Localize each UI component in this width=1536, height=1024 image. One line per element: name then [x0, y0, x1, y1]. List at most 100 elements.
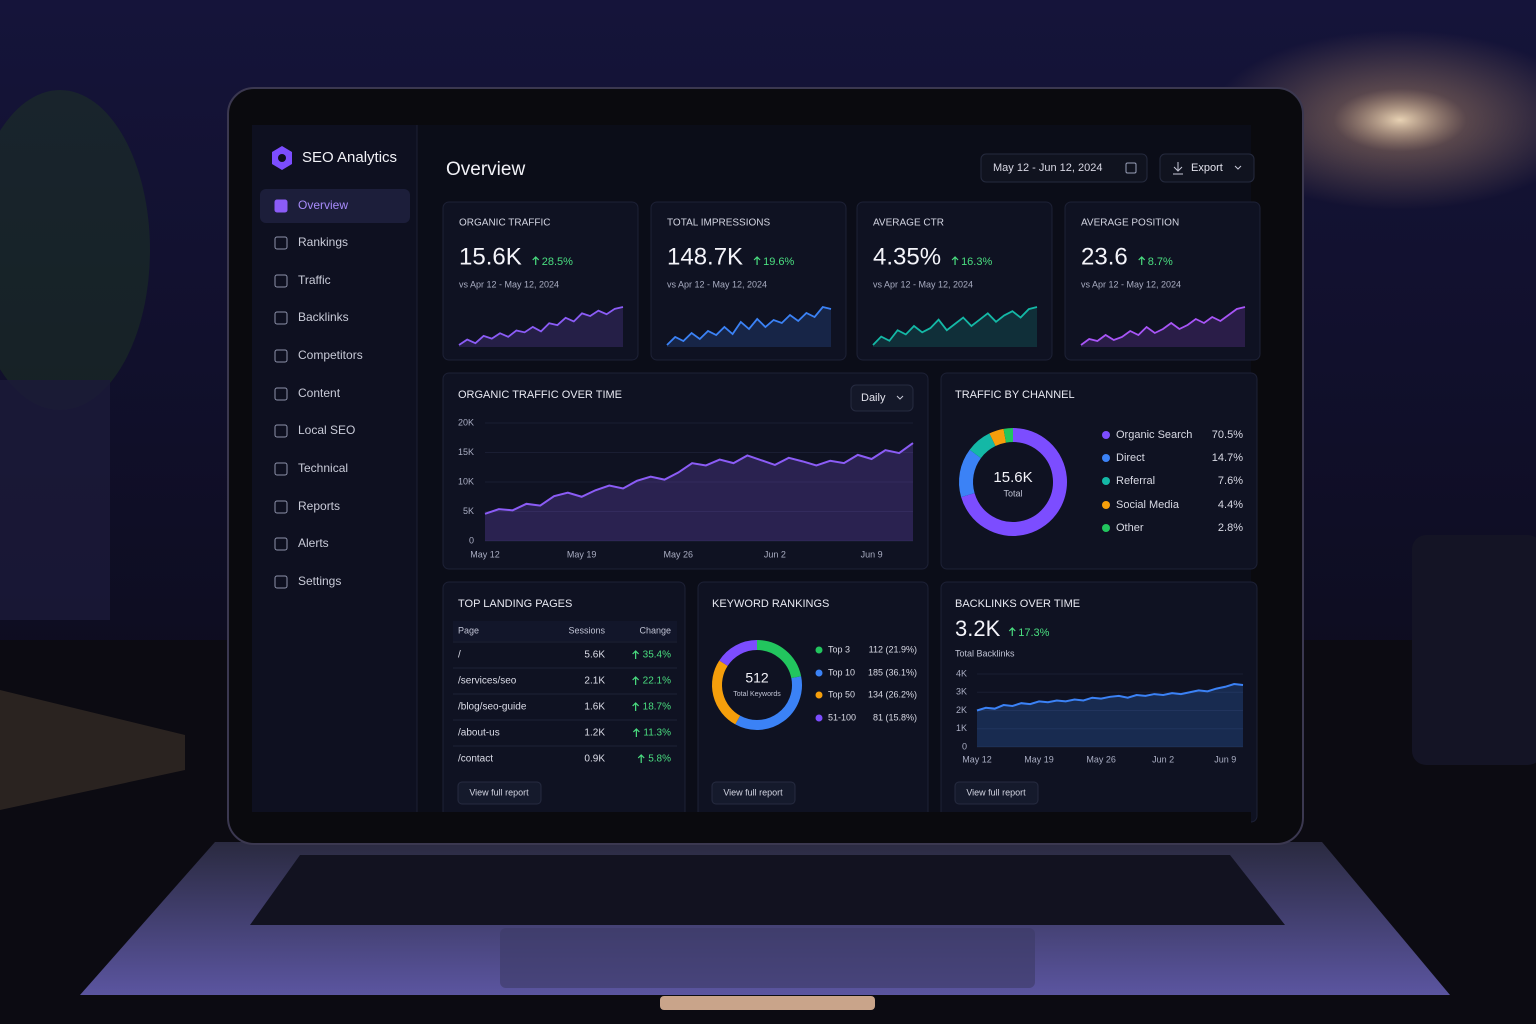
table-header-cell: Page: [458, 625, 479, 635]
trackpad: [500, 928, 1035, 988]
table-cell: 1.2K: [584, 728, 605, 739]
nav-item[interactable]: Backlinks: [298, 310, 349, 324]
table-header-cell: Sessions: [568, 625, 605, 635]
donut-segment: [959, 449, 982, 498]
table-cell: /: [458, 650, 461, 661]
y-tick-label: 10K: [458, 476, 474, 486]
table-cell: 35.4%: [643, 650, 671, 661]
chart-card: [940, 372, 1258, 570]
legend-dot: [1102, 524, 1110, 532]
legend-label: Referral: [1116, 475, 1155, 487]
y-tick-label: 3K: [956, 687, 967, 697]
export-label: Export: [1191, 162, 1223, 174]
nav-item[interactable]: Overview: [298, 198, 348, 212]
kpi-change: 28.5%: [542, 256, 573, 268]
mug: [1412, 535, 1536, 765]
x-tick-label: May 12: [470, 549, 500, 559]
legend-dot: [1102, 501, 1110, 509]
card-title: TRAFFIC BY CHANNEL: [955, 389, 1075, 401]
legend-value: 2.8%: [1218, 522, 1243, 534]
button-label: View full report: [469, 787, 529, 797]
nav-item[interactable]: Rankings: [298, 235, 348, 249]
nav-item[interactable]: Settings: [298, 574, 341, 588]
nav-icon: [274, 311, 288, 325]
legend-dot: [815, 714, 823, 722]
interval-select[interactable]: [850, 384, 914, 412]
y-tick-label: 0: [962, 741, 967, 751]
kpi-value: 148.7K: [667, 243, 743, 270]
nav-item[interactable]: Reports: [298, 499, 340, 513]
table-cell: 1.6K: [584, 702, 605, 713]
y-tick-label: 4K: [956, 668, 967, 678]
table-cell: 2.1K: [584, 676, 605, 687]
x-tick-label: May 19: [1024, 754, 1054, 764]
card-title: ORGANIC TRAFFIC OVER TIME: [458, 389, 622, 401]
notebook: [0, 690, 185, 810]
table-cell: 11.3%: [643, 728, 671, 739]
logo-hole: [278, 154, 286, 162]
x-tick-label: May 26: [1086, 754, 1116, 764]
nav-icon: [274, 349, 288, 363]
table-cell: /blog/seo-guide: [458, 702, 527, 713]
table-cell: /services/seo: [458, 676, 517, 687]
nav-item[interactable]: Technical: [298, 461, 348, 475]
button[interactable]: [457, 781, 542, 805]
sparkline-area: [667, 307, 831, 347]
nav-icon: [274, 424, 288, 438]
up-arrow: [632, 650, 640, 659]
y-tick-label: 15K: [458, 447, 474, 457]
y-tick-label: 1K: [956, 723, 967, 733]
donut-center-label: Total Keywords: [733, 691, 781, 698]
donut-segment: [1003, 427, 1014, 443]
x-tick-label: Jun 2: [1152, 754, 1174, 764]
table-cell: 5.6K: [584, 650, 605, 661]
kpi-label: ORGANIC TRAFFIC: [459, 218, 550, 229]
page-title: Overview: [446, 159, 525, 180]
up-arrow: [1138, 256, 1146, 265]
up-arrow: [753, 256, 761, 265]
table-cell: 18.7%: [643, 702, 671, 713]
button[interactable]: [711, 781, 796, 805]
table-cell: 0.9K: [584, 754, 605, 765]
date-picker[interactable]: [980, 153, 1148, 183]
x-tick-label: Jun 9: [861, 549, 883, 559]
card-title: TOP LANDING PAGES: [458, 598, 572, 610]
area: [485, 443, 913, 541]
nav-active: [260, 189, 410, 223]
x-tick-label: May 19: [567, 549, 597, 559]
nav-icon: [274, 537, 288, 551]
button[interactable]: [954, 781, 1039, 805]
up-arrow: [1008, 627, 1016, 636]
kpi-change: 17.3%: [1018, 627, 1049, 639]
kpi-label: TOTAL IMPRESSIONS: [667, 218, 770, 229]
table-header-cell: Change: [639, 625, 671, 635]
up-arrow: [637, 754, 645, 763]
donut-segment: [712, 660, 741, 725]
sparkline: [666, 305, 832, 346]
table-cell: /contact: [458, 754, 493, 765]
button-label: View full report: [723, 787, 783, 797]
legend-label: Top 10: [828, 667, 855, 677]
up-arrow: [532, 256, 540, 265]
laptop-notch: [660, 996, 875, 1010]
line: [976, 683, 1244, 712]
nav-item[interactable]: Content: [298, 386, 341, 400]
table-cell: /about-us: [458, 728, 500, 739]
table-cell: 22.1%: [643, 676, 671, 687]
nav-item[interactable]: Local SEO: [298, 423, 355, 437]
export-button[interactable]: [1159, 153, 1255, 183]
sparkline: [872, 306, 1038, 346]
kpi-value: 4.35%: [873, 243, 941, 270]
chevron: [896, 395, 904, 400]
nav-item[interactable]: Alerts: [298, 536, 329, 550]
legend-label: Social Media: [1116, 499, 1180, 511]
nav-item[interactable]: Competitors: [298, 348, 363, 362]
kpi-label: AVERAGE POSITION: [1081, 218, 1179, 229]
table-header: [453, 621, 677, 641]
donut-segment: [719, 640, 758, 667]
kpi-period: vs Apr 12 - May 12, 2024: [1081, 279, 1181, 289]
legend-value: 112 (21.9%): [869, 644, 917, 654]
nav-item[interactable]: Traffic: [298, 273, 331, 287]
nav-icon: [274, 462, 288, 476]
chevron: [1234, 165, 1242, 170]
